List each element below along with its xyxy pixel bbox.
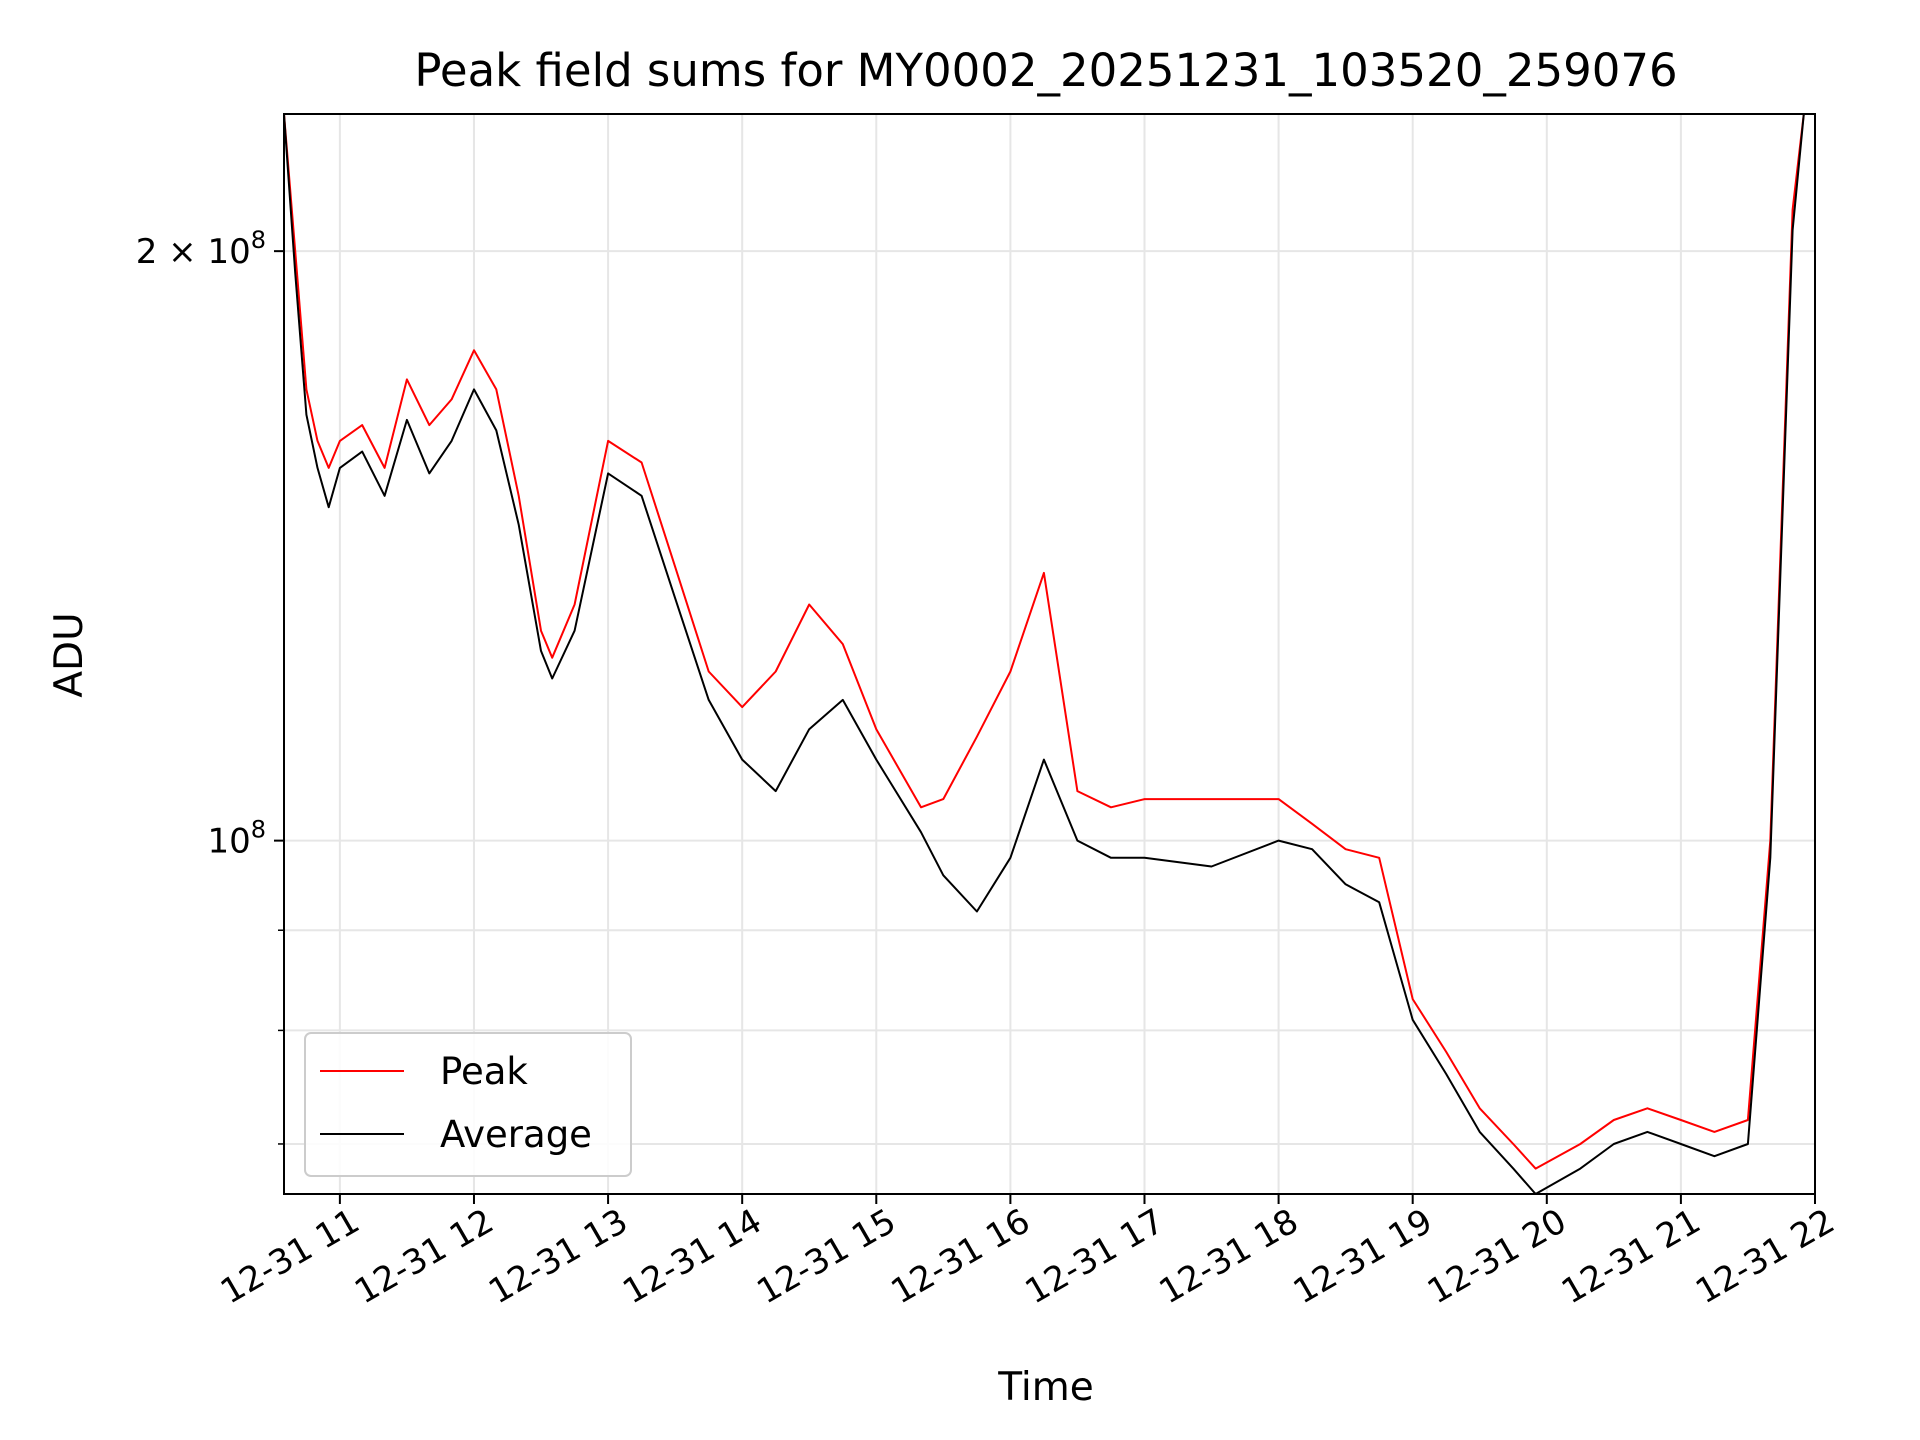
y-tick-label: 108 xyxy=(207,816,266,862)
series-line-average xyxy=(284,114,1805,1194)
series-group xyxy=(284,114,1805,1194)
series-line-peak xyxy=(284,114,1805,1170)
axes-frame xyxy=(283,113,1816,1195)
legend-label-peak: Peak xyxy=(440,1050,528,1093)
chart-title: Peak field sums for MY0002_20251231_1035… xyxy=(414,44,1677,97)
y-tick-label: 2 × 108 xyxy=(136,226,266,272)
legend: Peak Average xyxy=(304,1032,632,1177)
legend-box xyxy=(304,1032,632,1177)
legend-label-average: Average xyxy=(440,1113,592,1156)
y-axis-label: ADU xyxy=(47,612,92,697)
x-axis-label: Time xyxy=(997,1365,1093,1410)
